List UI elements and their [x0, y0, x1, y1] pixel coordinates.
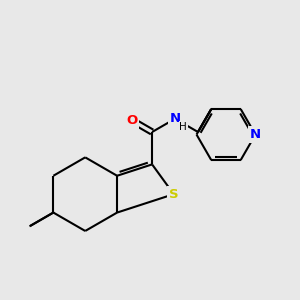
Text: H: H [179, 122, 187, 132]
Text: N: N [250, 128, 261, 141]
Text: N: N [169, 112, 181, 125]
Text: O: O [126, 114, 137, 127]
Text: S: S [169, 188, 178, 201]
